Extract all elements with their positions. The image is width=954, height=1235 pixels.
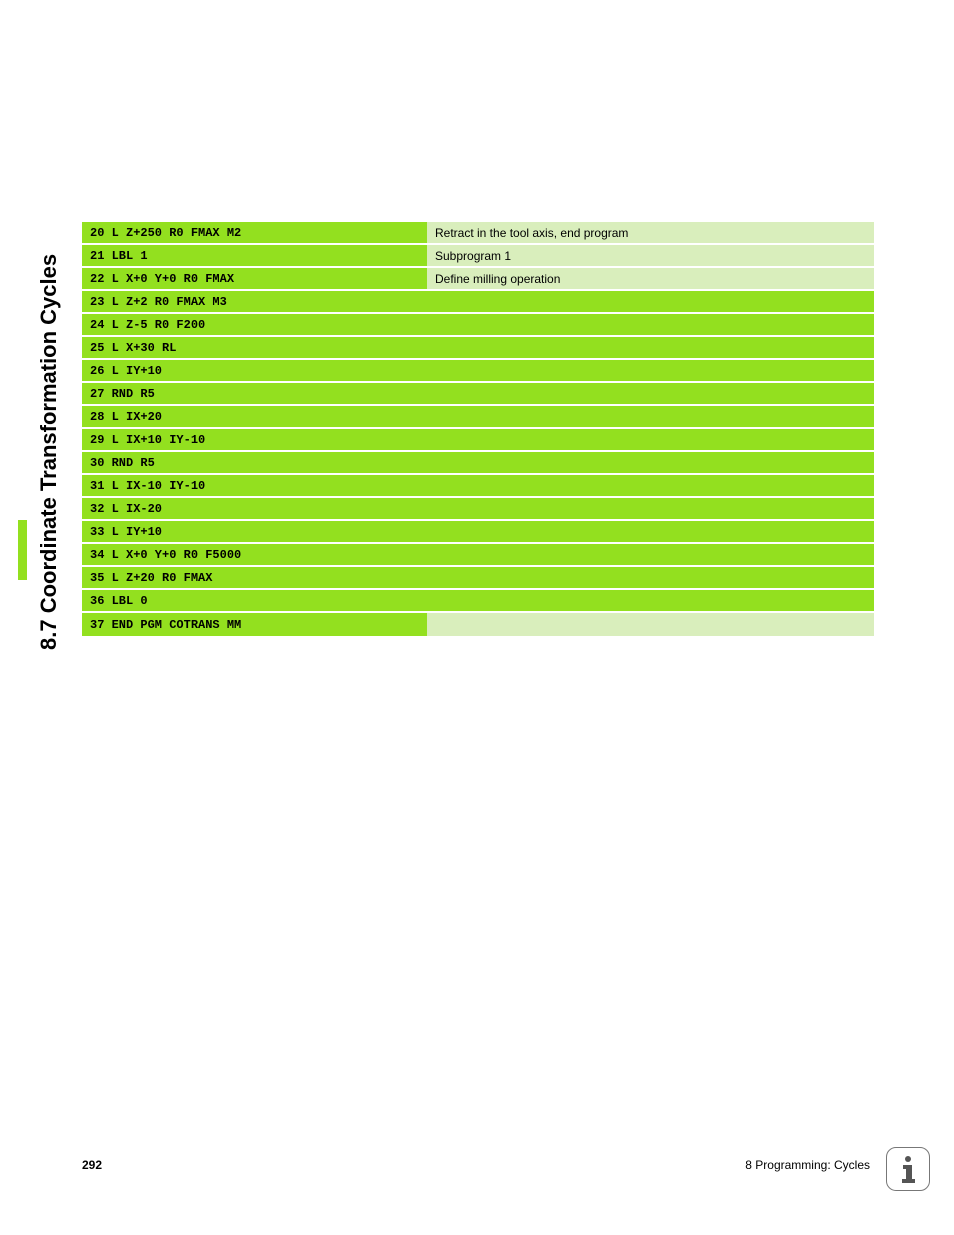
desc-cell [427,291,874,312]
code-cell: 26 L IY+10 [82,360,427,381]
table-row: 30 RND R5 [82,452,874,475]
code-cell: 32 L IX-20 [82,498,427,519]
sidebar-accent-tab [18,520,27,580]
info-icon [886,1147,930,1191]
table-row: 35 L Z+20 R0 FMAX [82,567,874,590]
code-cell: 36 LBL 0 [82,590,427,611]
table-row: 23 L Z+2 R0 FMAX M3 [82,291,874,314]
code-cell: 34 L X+0 Y+0 R0 F5000 [82,544,427,565]
desc-cell [427,360,874,381]
table-row: 37 END PGM COTRANS MM [82,613,874,636]
desc-cell: Subprogram 1 [427,245,874,266]
desc-cell [427,429,874,450]
code-table: 20 L Z+250 R0 FMAX M2Retract in the tool… [82,222,874,636]
code-cell: 37 END PGM COTRANS MM [82,613,427,636]
table-row: 21 LBL 1Subprogram 1 [82,245,874,268]
desc-cell: Define milling operation [427,268,874,289]
code-cell: 24 L Z-5 R0 F200 [82,314,427,335]
page-number: 292 [82,1158,102,1172]
code-cell: 29 L IX+10 IY-10 [82,429,427,450]
code-cell: 33 L IY+10 [82,521,427,542]
table-row: 26 L IY+10 [82,360,874,383]
table-row: 25 L X+30 RL [82,337,874,360]
code-cell: 25 L X+30 RL [82,337,427,358]
section-title: 8.7 Coordinate Transformation Cycles [36,254,62,650]
table-row: 20 L Z+250 R0 FMAX M2Retract in the tool… [82,222,874,245]
code-cell: 23 L Z+2 R0 FMAX M3 [82,291,427,312]
desc-cell [427,498,874,519]
desc-cell [427,452,874,473]
desc-cell [427,383,874,404]
table-row: 22 L X+0 Y+0 R0 FMAXDefine milling opera… [82,268,874,291]
desc-cell [427,613,874,636]
desc-cell [427,567,874,588]
table-row: 29 L IX+10 IY-10 [82,429,874,452]
table-row: 27 RND R5 [82,383,874,406]
code-cell: 35 L Z+20 R0 FMAX [82,567,427,588]
desc-cell [427,475,874,496]
desc-cell: Retract in the tool axis, end program [427,222,874,243]
desc-cell [427,544,874,565]
table-row: 31 L IX-10 IY-10 [82,475,874,498]
code-cell: 27 RND R5 [82,383,427,404]
table-row: 34 L X+0 Y+0 R0 F5000 [82,544,874,567]
desc-cell [427,337,874,358]
footer-chapter-label: 8 Programming: Cycles [745,1158,870,1172]
code-cell: 28 L IX+20 [82,406,427,427]
code-cell: 20 L Z+250 R0 FMAX M2 [82,222,427,243]
desc-cell [427,406,874,427]
desc-cell [427,590,874,611]
table-row: 28 L IX+20 [82,406,874,429]
table-row: 33 L IY+10 [82,521,874,544]
desc-cell [427,314,874,335]
table-row: 32 L IX-20 [82,498,874,521]
desc-cell [427,521,874,542]
table-row: 36 LBL 0 [82,590,874,613]
table-row: 24 L Z-5 R0 F200 [82,314,874,337]
code-cell: 31 L IX-10 IY-10 [82,475,427,496]
code-cell: 22 L X+0 Y+0 R0 FMAX [82,268,427,289]
code-cell: 30 RND R5 [82,452,427,473]
code-cell: 21 LBL 1 [82,245,427,266]
